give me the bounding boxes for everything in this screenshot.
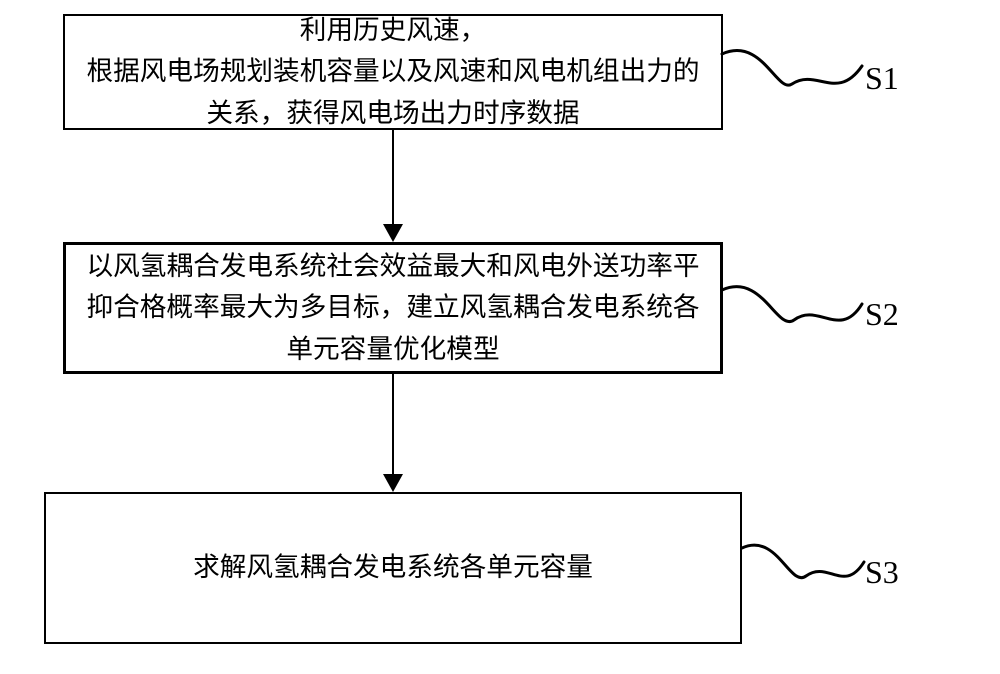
squiggle-s2-path — [722, 287, 862, 322]
step-box-s2: 以风氢耦合发电系统社会效益最大和风电外送功率平 抑合格概率最大为多目标，建立风氢… — [63, 242, 723, 374]
step-label-s1: S1 — [865, 60, 899, 97]
s1-line1: 利用历史风速， — [300, 15, 487, 45]
squiggle-s1-path — [722, 51, 862, 86]
squiggle-s3 — [742, 548, 942, 648]
s2-line3: 单元容量优化模型 — [286, 334, 499, 364]
arrow-s1-s2-head — [383, 224, 403, 242]
step-box-s3: 求解风氢耦合发电系统各单元容量 — [44, 492, 742, 644]
s1-line3: 关系，获得风电场出力时序数据 — [206, 98, 579, 128]
step-box-s3-text: 求解风氢耦合发电系统各单元容量 — [185, 543, 601, 592]
step-box-s2-text: 以风氢耦合发电系统社会效益最大和风电外送功率平 抑合格概率最大为多目标，建立风氢… — [78, 242, 707, 374]
arrow-s2-s3-head — [383, 474, 403, 492]
step-box-s1: 利用历史风速， 根据风电场规划装机容量以及风速和风电机组出力的 关系，获得风电场… — [63, 14, 723, 130]
s3-line1: 求解风氢耦合发电系统各单元容量 — [193, 552, 593, 582]
s2-line2: 抑合格概率最大为多目标，建立风氢耦合发电系统各 — [86, 292, 699, 322]
step-box-s1-text: 利用历史风速， 根据风电场规划装机容量以及风速和风电机组出力的 关系，获得风电场… — [78, 6, 707, 138]
s2-line1: 以风氢耦合发电系统社会效益最大和风电外送功率平 — [86, 251, 699, 281]
squiggle-s3-path — [742, 545, 864, 578]
step-label-s2: S2 — [865, 296, 899, 333]
s1-line2: 根据风电场规划装机容量以及风速和风电机组出力的 — [86, 56, 699, 86]
step-label-s3: S3 — [865, 554, 899, 591]
flowchart-canvas: 利用历史风速， 根据风电场规划装机容量以及风速和风电机组出力的 关系，获得风电场… — [0, 0, 1000, 674]
